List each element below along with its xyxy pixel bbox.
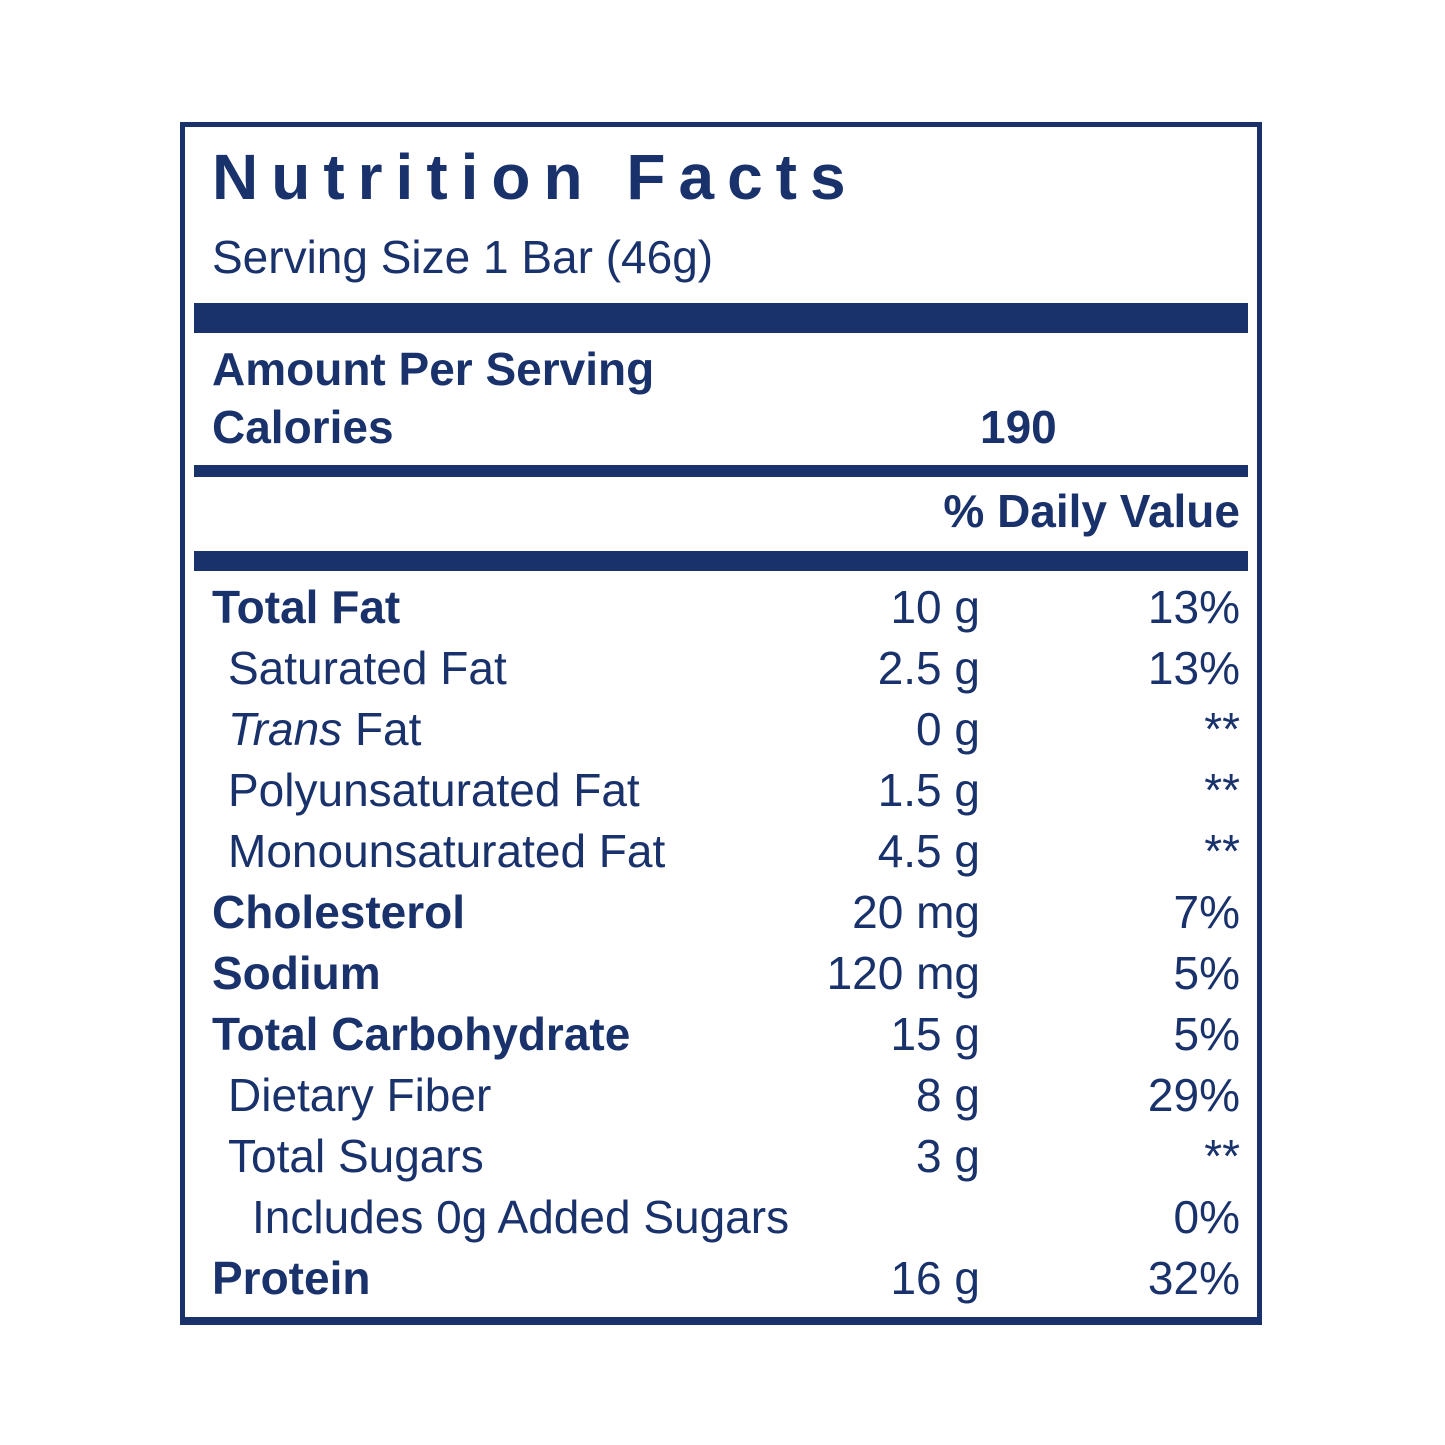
nutrient-name-text: Cholesterol xyxy=(212,886,466,938)
nutrient-name: Total Sugars xyxy=(212,1126,690,1187)
separator-bar-thick-top xyxy=(194,303,1248,333)
nutrient-daily-value: ** xyxy=(1204,703,1240,755)
nutrient-amount: 8 g xyxy=(916,1069,980,1121)
nutrient-row: Polyunsaturated Fat 1.5 g ** xyxy=(194,760,1248,821)
nutrient-row: Protein 16 g 32% xyxy=(194,1248,1248,1309)
nutrient-name: Saturated Fat xyxy=(212,638,690,699)
nutrient-daily-value: ** xyxy=(1204,1130,1240,1182)
nutrient-amount: 15 g xyxy=(890,1008,980,1060)
nutrient-amount: 120 mg xyxy=(826,947,980,999)
nutrient-name: Includes 0g Added Sugars xyxy=(212,1187,789,1248)
nutrient-daily-value: 13% xyxy=(1147,642,1240,694)
nutrient-amount: 20 mg xyxy=(852,886,980,938)
nutrient-daily-value: 5% xyxy=(1173,1008,1240,1060)
nutrient-name: Sodium xyxy=(212,943,690,1004)
nutrient-row: Sodium 120 mg 5% xyxy=(194,943,1248,1004)
nutrient-name-text: Fat xyxy=(342,703,422,755)
nutrient-name-text: Monounsaturated Fat xyxy=(228,825,666,877)
separator-bar-thick-middle xyxy=(194,551,1248,571)
nutrient-daily-value: 32% xyxy=(1147,1252,1240,1304)
nutrient-amount: 16 g xyxy=(890,1252,980,1304)
nutrient-name: Monounsaturated Fat xyxy=(212,821,690,882)
nutrient-name-text: Polyunsaturated Fat xyxy=(228,764,640,816)
serving-size-text: Serving Size 1 Bar (46g) xyxy=(212,231,714,283)
amount-per-serving-label: Amount Per Serving xyxy=(212,343,655,395)
nutrient-daily-value: 29% xyxy=(1147,1069,1240,1121)
nutrient-name: Protein xyxy=(212,1248,690,1309)
nutrient-row: Total Fat 10 g 13% xyxy=(194,577,1248,638)
nutrition-facts-label: Nutrition Facts Serving Size 1 Bar (46g)… xyxy=(180,122,1262,1325)
label-title: Nutrition Facts xyxy=(212,141,859,213)
nutrient-daily-value: ** xyxy=(1204,764,1240,816)
nutrient-amount: 10 g xyxy=(890,581,980,633)
nutrient-name-text: Total Fat xyxy=(212,581,401,633)
nutrient-row: Includes 0g Added Sugars 0% xyxy=(194,1187,1248,1248)
nutrient-name-text: Includes 0g Added Sugars xyxy=(252,1191,790,1243)
nutrient-row: Trans Fat 0 g ** xyxy=(194,699,1248,760)
nutrient-daily-value: 7% xyxy=(1173,886,1240,938)
nutrient-row: Cholesterol 20 mg 7% xyxy=(194,882,1248,943)
nutrient-name: Total Carbohydrate xyxy=(212,1004,690,1065)
calories-label: Calories xyxy=(212,401,394,453)
nutrient-name-text: Dietary Fiber xyxy=(228,1069,492,1121)
nutrient-rows: Total Fat 10 g 13% Saturated Fat 2.5 g 1… xyxy=(194,577,1248,1309)
nutrient-name-text: Total Sugars xyxy=(228,1130,484,1182)
nutrient-row: Dietary Fiber 8 g 29% xyxy=(194,1065,1248,1126)
nutrient-name: Cholesterol xyxy=(212,882,690,943)
nutrient-name-text: Total Carbohydrate xyxy=(212,1008,631,1060)
calories-value: 190 xyxy=(980,401,1057,453)
nutrient-name-text: Sodium xyxy=(212,947,381,999)
nutrient-daily-value: 5% xyxy=(1173,947,1240,999)
nutrient-row: Total Sugars 3 g ** xyxy=(194,1126,1248,1187)
nutrient-row: Total Carbohydrate 15 g 5% xyxy=(194,1004,1248,1065)
separator-bar-thin xyxy=(194,465,1248,477)
nutrient-name: Polyunsaturated Fat xyxy=(212,760,690,821)
nutrient-row: Monounsaturated Fat 4.5 g ** xyxy=(194,821,1248,882)
nutrient-daily-value: 0% xyxy=(1173,1191,1240,1243)
nutrient-name-italic-part: Trans xyxy=(228,703,343,755)
nutrient-name: Dietary Fiber xyxy=(212,1065,690,1126)
nutrient-amount: 4.5 g xyxy=(877,825,980,877)
nutrient-amount: 2.5 g xyxy=(877,642,980,694)
daily-value-header: % Daily Value xyxy=(943,485,1240,537)
nutrient-row: Saturated Fat 2.5 g 13% xyxy=(194,638,1248,699)
calories-row: Calories 190 xyxy=(194,399,1248,455)
nutrient-amount: 0 g xyxy=(916,703,980,755)
nutrient-name: Total Fat xyxy=(212,577,690,638)
nutrient-name: Trans Fat xyxy=(212,699,690,760)
nutrient-daily-value: ** xyxy=(1204,825,1240,877)
nutrient-amount: 3 g xyxy=(916,1130,980,1182)
nutrient-name-text: Saturated Fat xyxy=(228,642,507,694)
nutrient-name-text: Protein xyxy=(212,1252,371,1304)
nutrient-amount: 1.5 g xyxy=(877,764,980,816)
nutrient-daily-value: 13% xyxy=(1147,581,1240,633)
